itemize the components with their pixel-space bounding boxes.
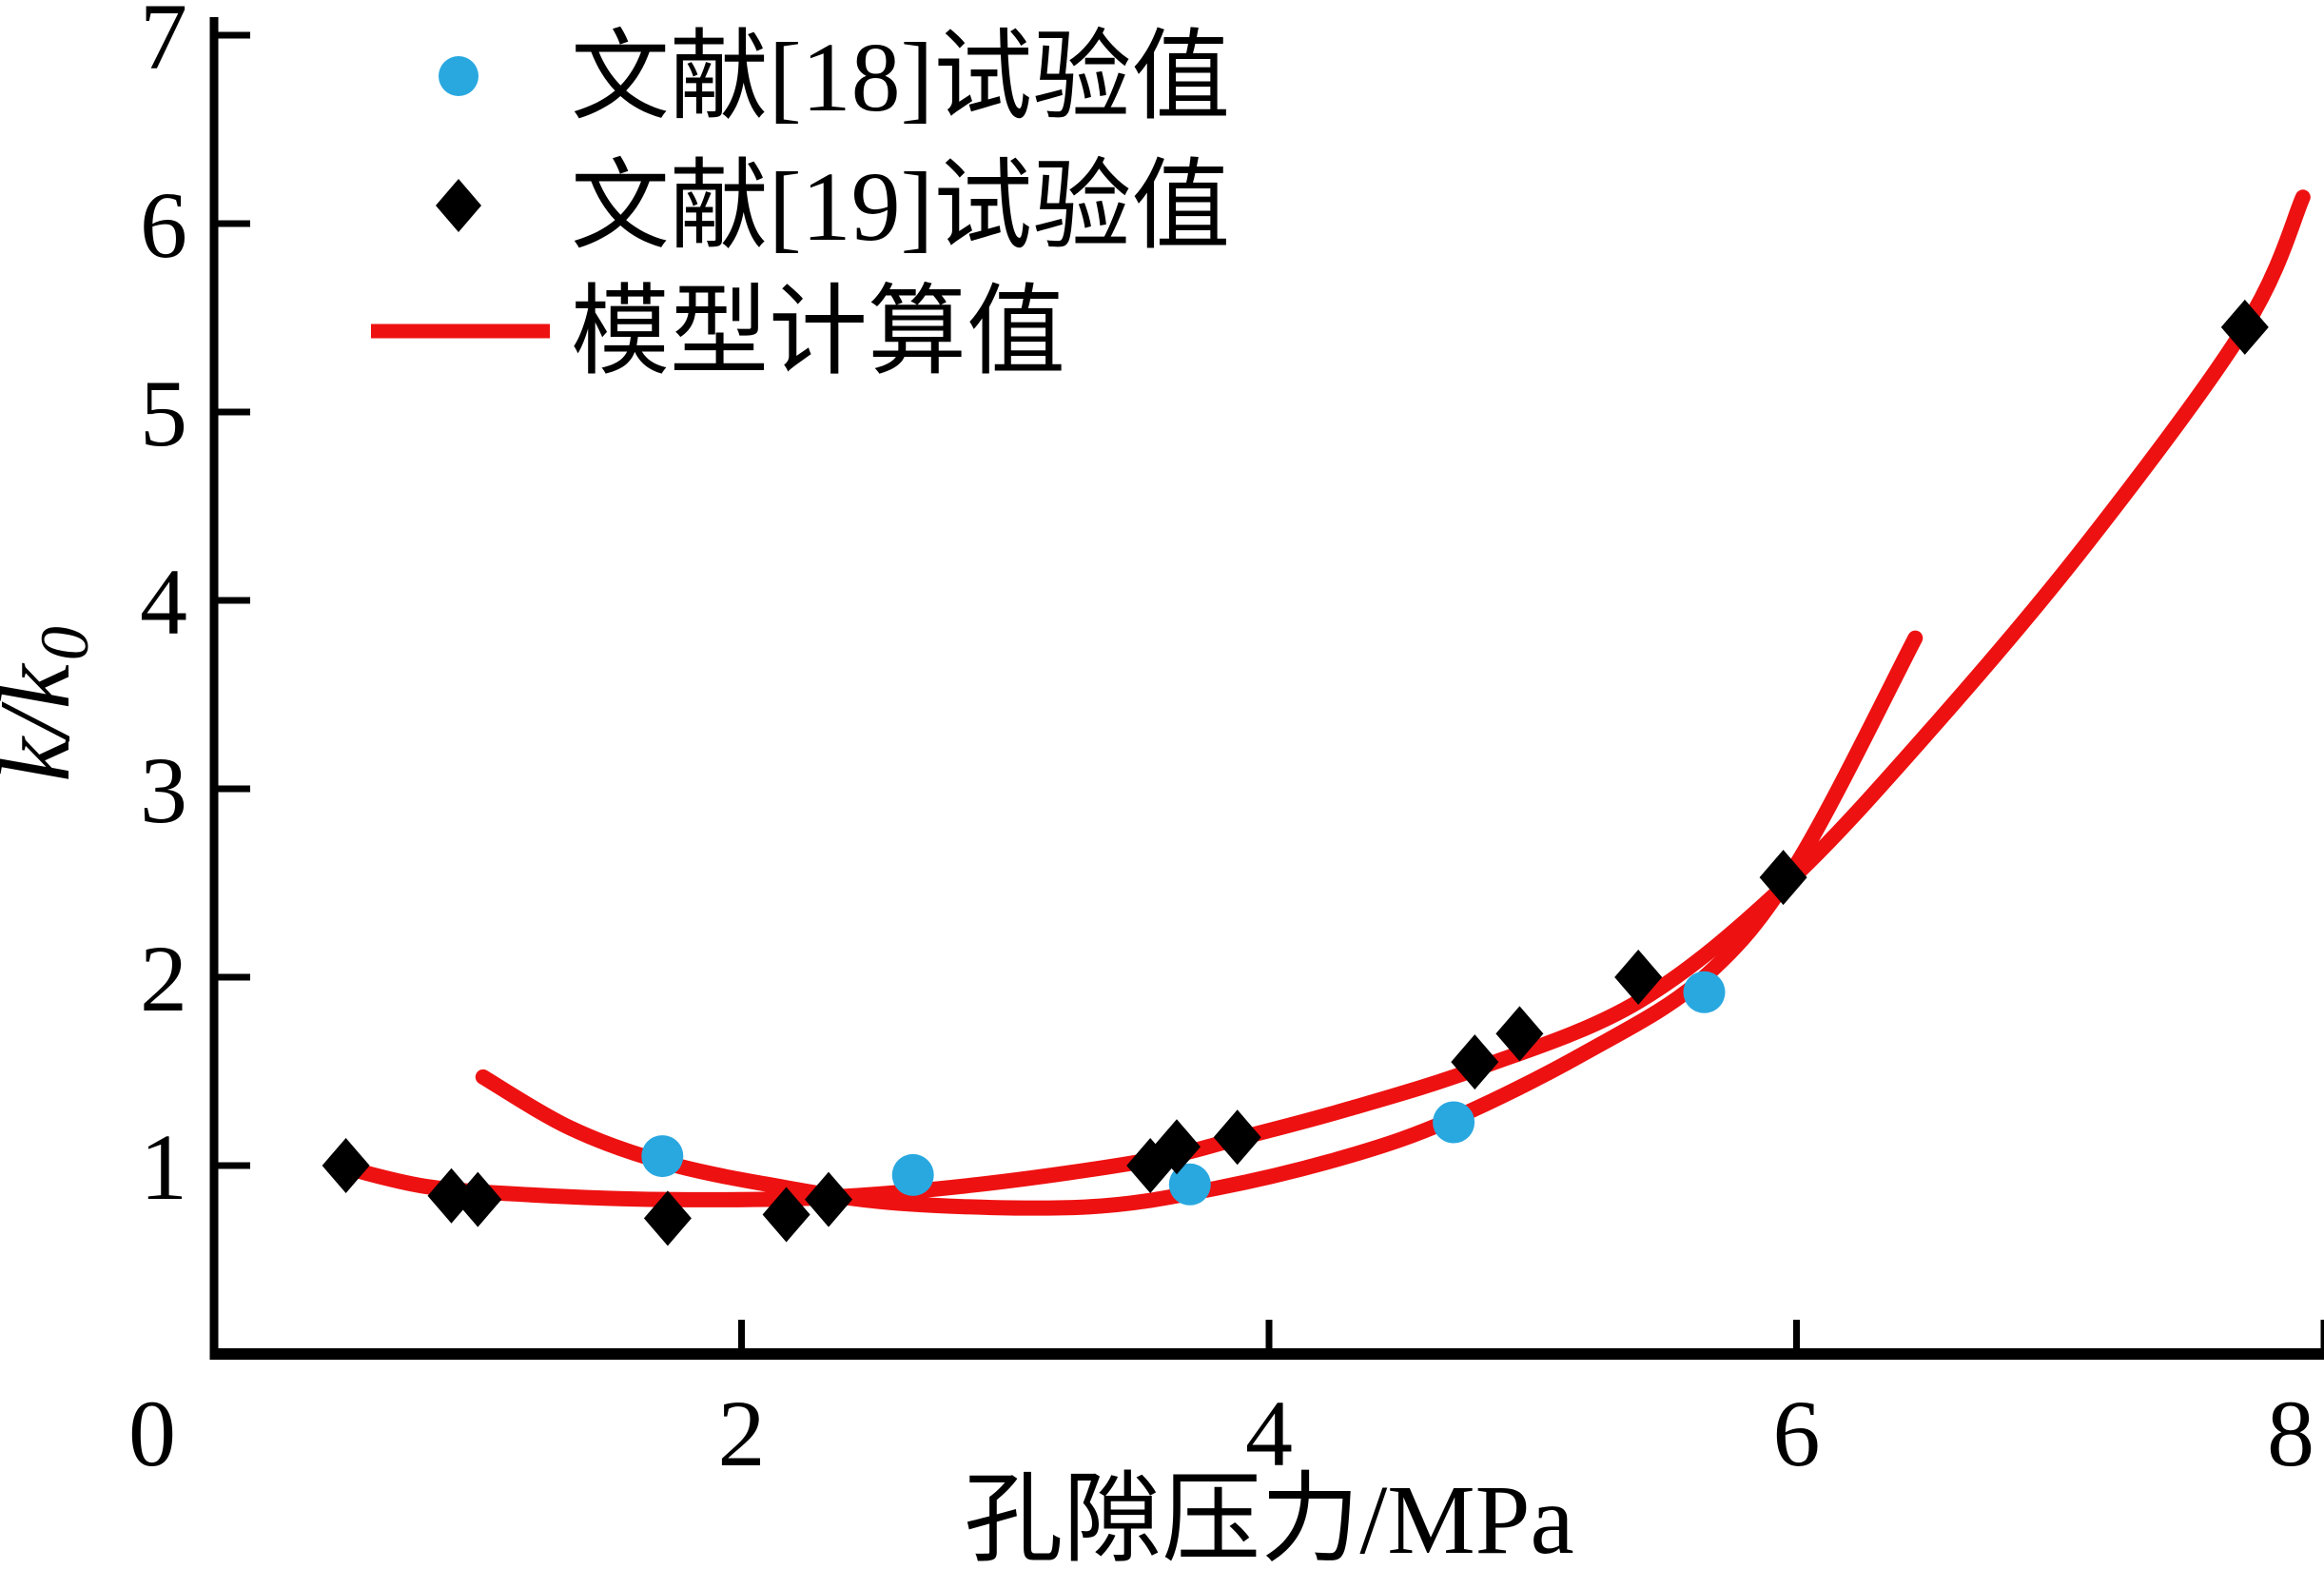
x-tick-label: 4 [1245,1381,1293,1486]
legend-label-ref19: 文献[19]试验值 [571,152,1230,262]
data-point-diamond [1495,1006,1544,1062]
data-point-diamond [1759,850,1807,906]
y-tick-label: 4 [140,549,187,655]
data-point-diamond [762,1187,810,1243]
data-point-diamond [1614,950,1663,1005]
x-tick-label: 2 [718,1381,766,1486]
x-tick-label: 6 [1773,1381,1821,1486]
data-point-diamond [1213,1109,1261,1166]
legend-marker-diamond-icon [436,179,481,232]
data-point-circle [1168,1163,1211,1206]
data-point-circle [1433,1101,1475,1144]
data-point-circle [641,1135,684,1178]
data-point-diamond [2220,299,2269,355]
data-point-diamond [322,1138,370,1193]
x-tick-label: 8 [2267,1381,2314,1486]
x-tick-label: 0 [128,1381,176,1486]
legend-marker-circle-icon [439,56,478,96]
data-point-diamond [1153,1119,1201,1175]
legend: 文献[18]试验值 文献[19]试验值 模型计算值 [371,23,1230,387]
data-point-diamond [643,1190,692,1246]
data-point-circle [1683,971,1726,1013]
data-point-diamond [1451,1034,1499,1090]
y-tick-label: 5 [140,361,187,466]
y-tick-label: 3 [140,737,187,843]
y-axis-title: k/k 0 [0,626,103,782]
y-tick-label: 7 [140,0,187,89]
legend-label-model: 模型计算值 [571,278,1065,387]
data-points [322,299,2269,1246]
axes-layer: 1 2 3 4 5 6 7 0 2 4 6 8 [128,0,2324,1486]
y-tick-label: 1 [140,1114,187,1220]
legend-label-ref18: 文献[18]试验值 [571,23,1230,132]
y-axis-title-main: k/k [0,662,90,781]
x-axis-title: 孔隙压力/MPa [964,1465,1573,1575]
y-axis-title-subscript: 0 [27,626,103,660]
y-tick-label: 6 [140,172,187,278]
data-point-diamond [454,1171,502,1227]
data-point-diamond [805,1171,852,1227]
data-point-circle [891,1153,934,1196]
y-tick-label: 2 [140,926,187,1031]
